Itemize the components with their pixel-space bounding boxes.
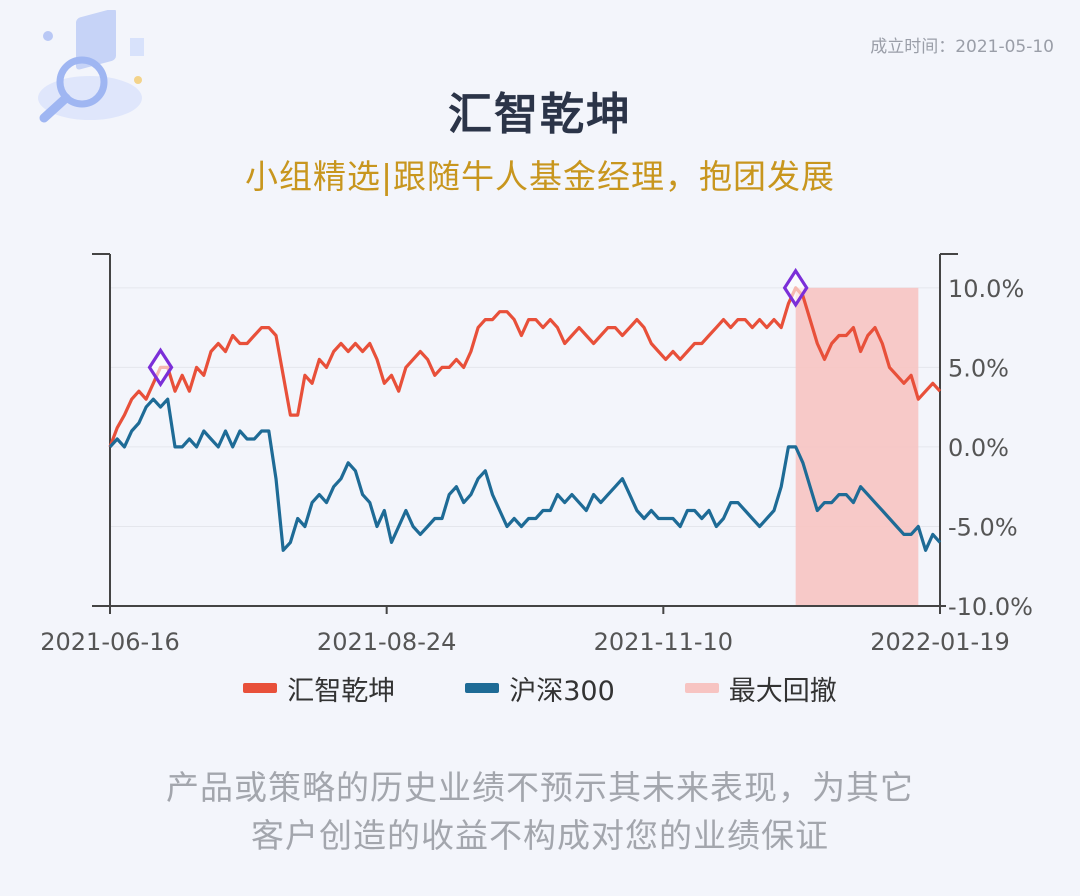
y-tick-label: -5.0% [948,513,1018,541]
legend-item-fund: 汇智乾坤 [243,669,395,708]
legend-item-drawdown: 最大回撤 [684,669,837,708]
diamond-marker [782,267,809,308]
x-tick-label: 2021-08-24 [317,628,456,656]
disclaimer: 产品或策略的历史业绩不预示其未来表现，为其它 客户创造的收益不构成对您的业绩保证 [0,764,1080,860]
disclaimer-line-2: 客户创造的收益不构成对您的业绩保证 [251,816,829,855]
x-tick-label: 2021-11-10 [594,628,733,656]
legend-label-fund: 汇智乾坤 [287,675,396,707]
founded-date: 成立时间：2021-05-10 [870,37,1054,57]
y-tick-label: -10.0% [948,593,1033,621]
series-line-index [108,397,942,552]
legend-label-drawdown: 最大回撤 [728,675,837,707]
x-tick-label: 2021-06-16 [40,628,179,656]
legend-swatch-fund [243,683,278,693]
legend-label-index: 沪深300 [509,675,615,707]
legend-swatch-index [465,683,500,693]
diamond-marker [147,347,174,388]
disclaimer-line-1: 产品或策略的历史业绩不预示其未来表现，为其它 [166,768,914,807]
logo-illustration [18,8,168,130]
chart-legend: 汇智乾坤 沪深300 最大回撤 [0,668,1080,708]
x-tick-label: 2022-01-19 [870,628,1009,656]
fund-subtitle: 小组精选|跟随牛人基金经理，抱团发展 [244,157,836,196]
fund-title: 汇智乾坤 [448,89,632,140]
legend-item-index: 沪深300 [465,669,615,708]
legend-swatch-drawdown [684,683,719,693]
y-tick-label: 0.0% [948,434,1009,462]
performance-chart: 10.0% 5.0% 0.0% -5.0% -10.0% 2021-06-16 2021-0… [40,253,1033,656]
y-tick-label: 10.0% [948,275,1024,303]
y-tick-label: 5.0% [948,354,1009,382]
